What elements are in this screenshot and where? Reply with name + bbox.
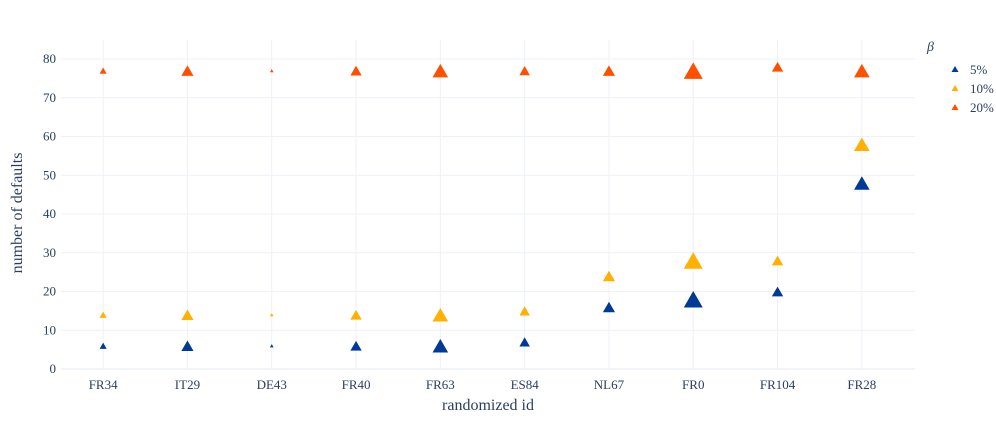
data-point-10pct <box>602 270 616 282</box>
data-point-20pct <box>350 65 362 76</box>
x-tick-label: IT29 <box>175 377 200 392</box>
y-axis-title: number of defaults <box>9 153 26 274</box>
data-point-20pct <box>269 69 274 73</box>
y-tick-label: 20 <box>43 284 56 299</box>
data-point-5pct <box>269 344 274 348</box>
y-axis-ticks: 0 10 20 30 40 50 60 70 80 <box>43 51 56 376</box>
data-point-5pct <box>350 340 362 351</box>
data-point-5pct <box>432 338 449 353</box>
legend-marker-20pct <box>951 103 959 111</box>
data-point-20pct <box>432 63 449 78</box>
data-points <box>99 61 870 353</box>
legend-title: β <box>926 40 934 55</box>
data-point-5pct <box>602 301 616 313</box>
x-tick-label: FR104 <box>760 377 796 392</box>
data-point-5pct <box>683 290 703 308</box>
x-tick-label: FR63 <box>426 377 455 392</box>
x-axis-title: randomized id <box>442 397 534 414</box>
data-point-10pct <box>771 255 784 266</box>
x-tick-label: FR28 <box>847 377 876 392</box>
data-point-5pct <box>519 337 530 347</box>
legend-label: 5% <box>970 62 988 77</box>
data-point-10pct <box>432 307 449 322</box>
x-tick-label: DE43 <box>257 377 287 392</box>
data-point-10pct <box>269 313 274 317</box>
y-tick-label: 30 <box>43 245 56 260</box>
x-axis-ticks: FR34 IT29 DE43 FR40 FR63 ES84 NL67 FR0 FR104 FR28 <box>89 377 877 392</box>
y-tick-label: 10 <box>43 322 56 337</box>
data-point-5pct <box>771 286 784 297</box>
x-tick-label: FR0 <box>682 377 704 392</box>
data-point-5pct <box>854 176 870 190</box>
data-point-20pct <box>99 67 107 74</box>
y-tick-label: 50 <box>43 167 56 182</box>
data-point-10pct <box>99 311 107 318</box>
y-tick-label: 60 <box>43 129 56 144</box>
x-tick-label: ES84 <box>511 377 540 392</box>
y-tick-label: 40 <box>43 206 56 221</box>
legend-label: 10% <box>970 81 994 96</box>
y-tick-label: 70 <box>43 90 56 105</box>
data-point-10pct <box>519 306 530 316</box>
legend-marker-5pct <box>951 65 959 73</box>
legend-marker-10pct <box>951 84 959 92</box>
legend-label: 20% <box>970 100 994 115</box>
x-tick-label: FR34 <box>89 377 118 392</box>
x-tick-label: NL67 <box>594 377 625 392</box>
legend: β 5% 10% 20% <box>926 40 994 115</box>
data-point-20pct <box>602 65 616 76</box>
y-tick-label: 0 <box>50 361 57 376</box>
data-point-10pct <box>854 137 870 152</box>
data-point-10pct <box>181 309 194 321</box>
data-point-10pct <box>350 309 362 320</box>
data-point-5pct <box>181 340 194 352</box>
data-point-20pct <box>771 61 784 72</box>
data-point-5pct <box>99 342 107 349</box>
data-point-20pct <box>519 66 530 76</box>
data-point-20pct <box>181 65 194 76</box>
data-point-10pct <box>683 252 703 269</box>
data-point-20pct <box>683 62 703 79</box>
x-tick-label: FR40 <box>342 377 371 392</box>
y-tick-label: 80 <box>43 51 56 66</box>
data-point-20pct <box>854 63 870 78</box>
